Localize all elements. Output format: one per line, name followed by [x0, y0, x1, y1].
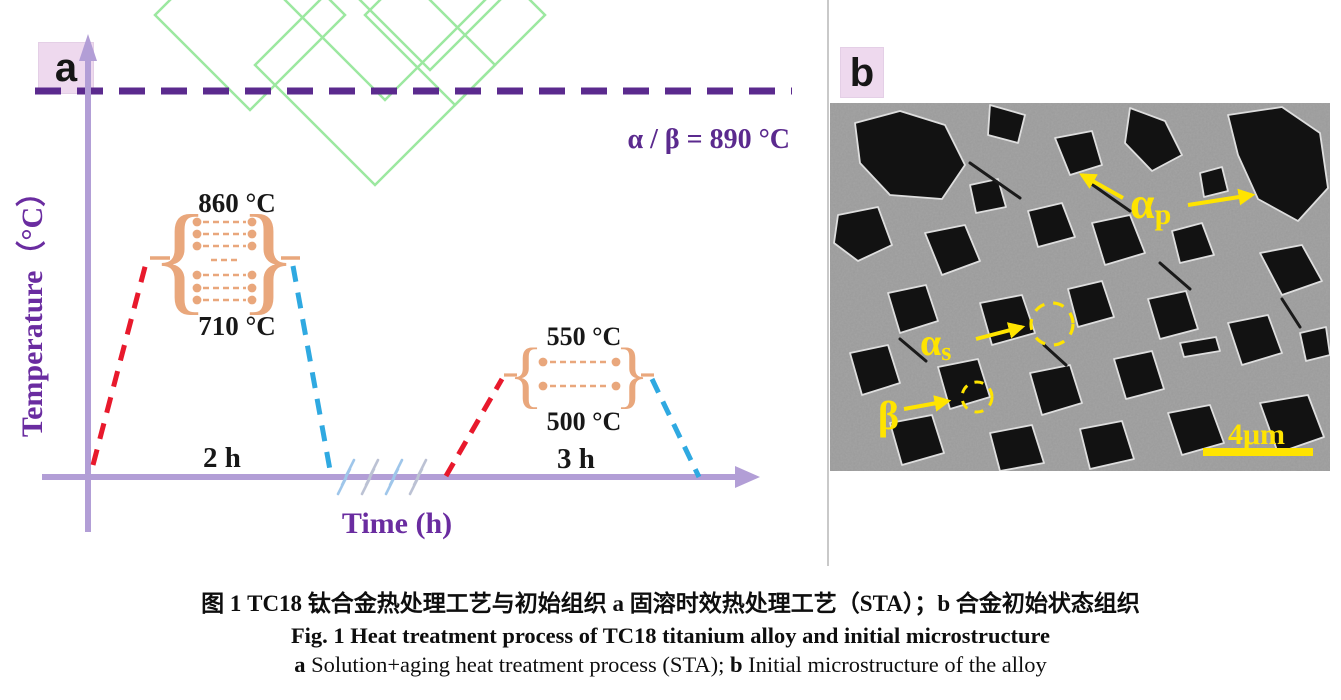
y-axis-arrowhead [79, 34, 97, 61]
beta-arrow [903, 395, 952, 412]
y-axis-label: Temperature（°C） [15, 177, 49, 437]
stage2-aging: { } 550 °C 500 °C 3 h [443, 322, 702, 479]
left-brace: { [508, 334, 544, 416]
alpha-s-annotation: αs [920, 322, 951, 366]
stage1-solution: { } 860 °C 710 °C 2 h [90, 188, 333, 474]
stage1-top-temp: 860 °C [198, 188, 276, 218]
caption-chinese: 图 1 TC18 钛合金热处理工艺与初始组织 a 固溶时效热处理工艺（STA）；… [201, 591, 1140, 616]
panel-divider [827, 0, 829, 566]
caption-english-title: Fig. 1 Heat treatment process of TC18 ti… [290, 623, 1051, 649]
caption-sub-b: b [730, 652, 743, 678]
caption-sub-a: a [294, 652, 306, 678]
watermark-pattern [153, 0, 547, 187]
stage2-duration: 3 h [557, 443, 595, 475]
beta-circle [960, 380, 994, 414]
alpha-p-arrow-left [1079, 173, 1124, 200]
panel-b-label: b [840, 47, 884, 98]
sem-dark-regions [833, 104, 1330, 471]
axis-break-marks [336, 458, 428, 496]
alpha-s-circle [1029, 301, 1075, 347]
heat-treatment-diagram: { } 860 °C 710 °C 2 h [15, 0, 792, 540]
x-axis-label: Time (h) [342, 507, 452, 540]
x-axis-arrowhead [735, 466, 760, 488]
stage2-heating-line [443, 377, 505, 478]
stage1-cooling-line [290, 265, 333, 471]
alpha-s-arrow [975, 322, 1026, 341]
stage2-top-temp: 550 °C [547, 322, 622, 351]
alpha-p-annotation: αp [1130, 179, 1171, 231]
stage2-cooling-line [649, 377, 702, 479]
caption-sub-text2: Initial microstructure of the alloy [742, 652, 1047, 678]
axes [42, 34, 760, 532]
stage1-bottom-temp: 710 °C [198, 311, 276, 341]
scale-bar-label: 4μm [1228, 418, 1285, 451]
sem-cracks [898, 161, 1302, 367]
figure-caption: 图 1 TC18 钛合金热处理工艺与初始组织 a 固溶时效热处理工艺（STA）；… [0, 588, 1341, 680]
right-brace: } [614, 334, 650, 416]
sem-annotations: αp αs β 4μm [878, 173, 1313, 456]
alpha-p-arrow-right [1187, 188, 1256, 207]
stage2-furnace-symbol: { } [504, 334, 654, 416]
right-brace: } [239, 191, 298, 326]
caption-english-subtitle: a Solution+aging heat treatment process … [0, 650, 1341, 679]
beta-transus-label: α / β = 890 °C [627, 124, 790, 155]
scale-bar [1203, 448, 1313, 456]
stage2-bottom-temp: 500 °C [547, 407, 622, 436]
stage1-duration: 2 h [203, 442, 241, 474]
beta-annotation: β [878, 393, 899, 438]
sem-micrograph: αp αs β 4μm [830, 103, 1330, 471]
stage1-furnace-symbol: { } [150, 191, 300, 326]
stage1-heating-line [90, 262, 149, 466]
caption-sub-text1: Solution+aging heat treatment process (S… [305, 652, 730, 678]
